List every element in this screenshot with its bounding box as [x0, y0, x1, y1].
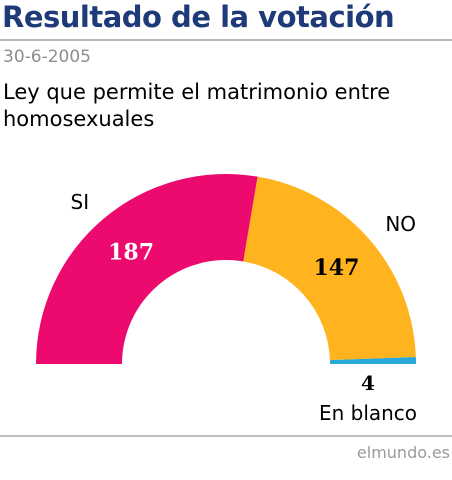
slice-en-blanco: [329, 356, 416, 364]
chart-subtitle: Ley que permite el matrimonio entre homo…: [3, 80, 391, 131]
value-label-en-blanco: 4: [361, 371, 375, 395]
chart-title: Resultado de la votación: [2, 0, 395, 34]
value-label-si: 187: [108, 240, 154, 266]
footer-divider: [0, 435, 452, 437]
category-label-en-blanco: En blanco: [319, 401, 417, 425]
category-label-no: NO: [385, 212, 416, 236]
category-label-si: SI: [71, 190, 90, 214]
header-divider: [0, 39, 452, 41]
slice-no: [243, 176, 416, 361]
vote-date: 30-6-2005: [3, 47, 91, 67]
slice-si: [36, 173, 258, 364]
chart-labels: 187 SI 147 NO 4 En blanco: [71, 190, 417, 425]
chart-slices: [36, 173, 416, 364]
source-credit: elmundo.es: [356, 443, 450, 462]
half-donut-chart: 187 SI 147 NO 4 En blanco: [36, 173, 417, 425]
value-label-no: 147: [314, 255, 360, 281]
